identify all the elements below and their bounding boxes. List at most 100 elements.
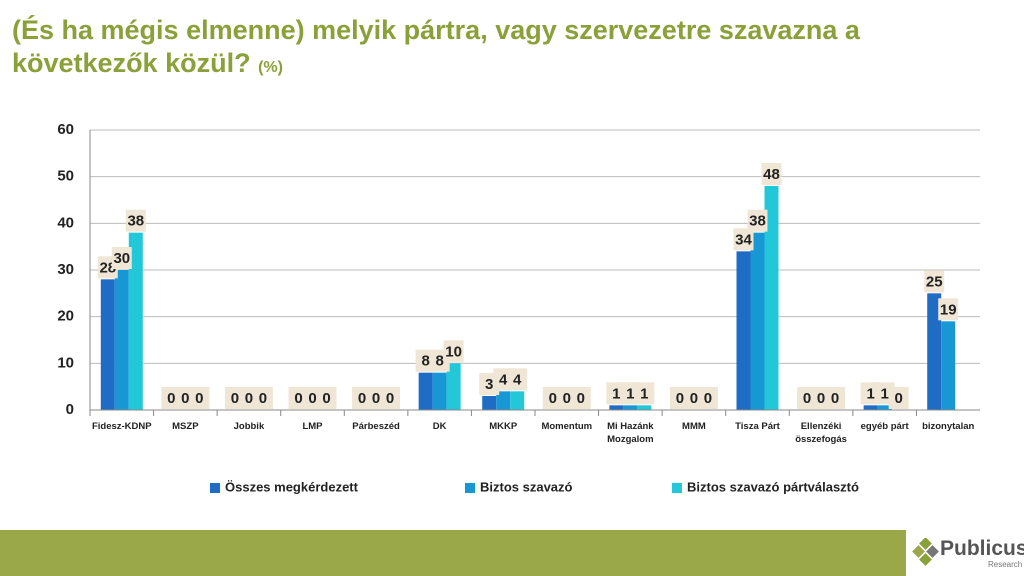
value-label: 48 bbox=[763, 166, 780, 183]
value-label: 0 bbox=[167, 390, 175, 407]
x-tick-label: Mi Hazánk Mozgalom bbox=[607, 421, 654, 445]
value-label: 4 bbox=[499, 371, 508, 388]
value-label: 1 bbox=[612, 385, 620, 402]
x-tick-label: MSZP bbox=[172, 421, 199, 432]
value-label-bg bbox=[189, 387, 210, 409]
value-label-bg bbox=[125, 209, 146, 232]
bar bbox=[418, 372, 433, 410]
value-label: 0 bbox=[549, 390, 557, 407]
legend-swatch bbox=[210, 483, 220, 493]
logo-icon bbox=[912, 538, 939, 566]
value-label-bg bbox=[634, 382, 655, 405]
value-label: 1 bbox=[866, 385, 874, 402]
value-label-bg bbox=[570, 387, 591, 409]
value-label: 19 bbox=[940, 301, 957, 318]
y-tick-label: 40 bbox=[57, 214, 74, 231]
value-label: 0 bbox=[831, 390, 839, 407]
bar bbox=[114, 270, 129, 410]
logo: Publicus Research bbox=[906, 528, 1024, 576]
value-label-bg bbox=[938, 298, 959, 321]
legend-swatch bbox=[465, 483, 475, 493]
bar bbox=[623, 405, 638, 410]
bar bbox=[863, 405, 878, 410]
bar bbox=[510, 391, 525, 410]
value-label: 1 bbox=[880, 385, 888, 402]
bar bbox=[764, 186, 779, 410]
value-label: 30 bbox=[113, 250, 130, 267]
value-label: 0 bbox=[704, 390, 712, 407]
bar bbox=[446, 363, 461, 410]
value-label-bg bbox=[733, 228, 754, 251]
logo-name: Publicus bbox=[940, 537, 1024, 560]
value-label: 0 bbox=[577, 390, 585, 407]
title-unit: (%) bbox=[258, 59, 283, 76]
bar bbox=[637, 405, 652, 410]
y-tick-label: 10 bbox=[57, 354, 74, 371]
bar bbox=[609, 405, 624, 410]
bar bbox=[927, 293, 942, 410]
value-label: 0 bbox=[308, 390, 316, 407]
y-tick-label: 0 bbox=[66, 401, 74, 418]
bar bbox=[496, 391, 511, 410]
value-label: 38 bbox=[749, 213, 766, 230]
value-label-bg bbox=[111, 247, 132, 269]
value-label: 4 bbox=[513, 371, 522, 388]
value-label: 1 bbox=[626, 385, 634, 402]
value-label: 8 bbox=[421, 353, 429, 370]
y-tick-label: 30 bbox=[57, 261, 74, 278]
x-tick-label: Tisza Párt bbox=[735, 421, 780, 432]
x-tick-label: Fidesz-KDNP bbox=[91, 421, 152, 432]
value-label: 38 bbox=[127, 213, 144, 230]
x-tick-label: MKKP bbox=[489, 421, 518, 432]
legend-label: Összes megkérdezett bbox=[225, 479, 359, 494]
bar bbox=[941, 321, 956, 410]
value-label: 0 bbox=[372, 390, 380, 407]
value-label-bg bbox=[380, 387, 401, 409]
value-label: 34 bbox=[735, 231, 752, 248]
x-tick-label: egyéb párt bbox=[860, 421, 909, 432]
bar bbox=[432, 372, 447, 410]
legend-label: Biztos szavazó pártválasztó bbox=[687, 479, 859, 494]
value-label-bg bbox=[697, 387, 718, 409]
value-label-bg bbox=[507, 368, 528, 391]
value-label: 0 bbox=[563, 390, 571, 407]
title-text: (És ha mégis elmenne) melyik pártra, vag… bbox=[12, 15, 860, 78]
value-label-bg bbox=[888, 387, 909, 409]
value-label: 0 bbox=[803, 390, 811, 407]
bar bbox=[736, 251, 751, 410]
bar bbox=[750, 232, 765, 410]
value-label: 0 bbox=[322, 390, 330, 407]
x-tick-label: MMM bbox=[682, 421, 706, 432]
value-label: 0 bbox=[195, 390, 203, 407]
bar bbox=[482, 396, 497, 410]
value-label: 1 bbox=[640, 385, 648, 402]
value-label: 8 bbox=[435, 353, 443, 370]
footer-bar bbox=[0, 530, 1024, 576]
value-label: 0 bbox=[358, 390, 366, 407]
legend-label: Biztos szavazó bbox=[480, 479, 573, 494]
legend-swatch bbox=[672, 483, 682, 493]
value-label-bg bbox=[761, 163, 782, 185]
x-tick-label: Ellenzéki összefogás bbox=[795, 421, 847, 445]
value-label: 0 bbox=[894, 390, 902, 407]
value-label: 0 bbox=[817, 390, 825, 407]
value-label: 0 bbox=[676, 390, 684, 407]
value-label: 0 bbox=[386, 390, 394, 407]
value-label-bg bbox=[252, 387, 273, 409]
value-label: 25 bbox=[926, 273, 943, 290]
x-tick-label: Momentum bbox=[541, 421, 593, 432]
slide-title: (És ha mégis elmenne) melyik pártra, vag… bbox=[12, 14, 912, 84]
y-tick-label: 50 bbox=[57, 168, 74, 185]
x-tick-label: bizonytalan bbox=[922, 421, 975, 432]
bar bbox=[877, 405, 892, 410]
value-label: 0 bbox=[259, 390, 267, 407]
bar bbox=[100, 279, 115, 410]
value-label: 0 bbox=[245, 390, 253, 407]
value-label-bg bbox=[825, 387, 846, 409]
value-label-bg bbox=[924, 270, 945, 293]
value-label-bg bbox=[443, 340, 464, 363]
value-label: 3 bbox=[485, 376, 493, 393]
y-tick-label: 20 bbox=[57, 308, 74, 325]
logo-sub: Research bbox=[988, 560, 1023, 569]
